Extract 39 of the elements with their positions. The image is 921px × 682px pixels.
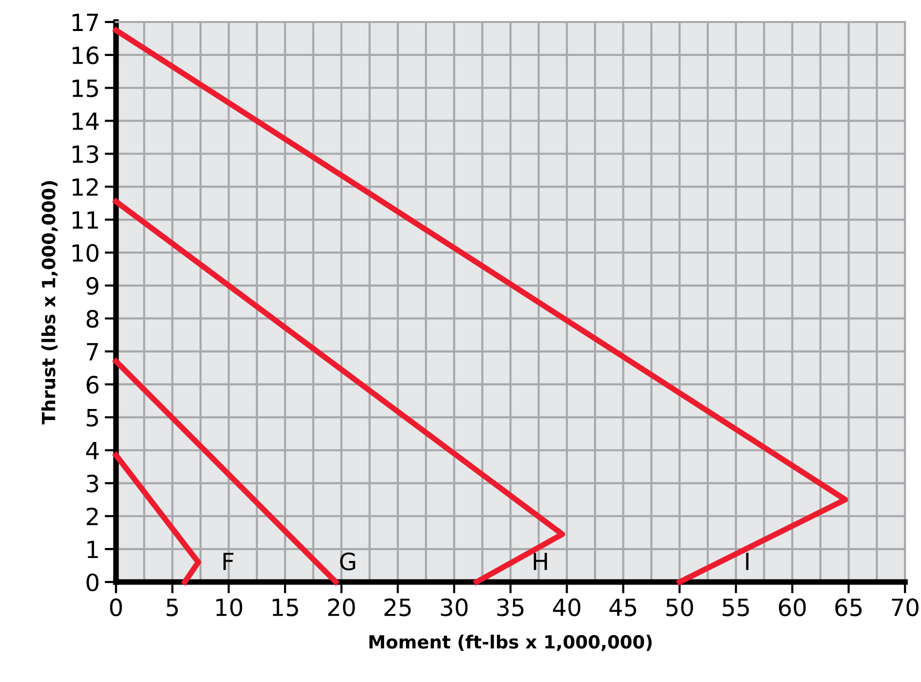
x-tick-label: 30 [440,598,468,616]
y-tick-label: 1 [88,540,98,558]
y-tick-label: 12 [72,178,98,196]
y-tick-label: 16 [72,46,99,64]
y-tick-label: 9 [86,276,98,295]
y-tick-label: 5 [86,409,98,427]
series-label: F [223,552,234,570]
y-tick-label: 4 [86,442,99,460]
x-tick-label: 0 [110,598,122,616]
y-tick-label: 8 [86,310,98,328]
x-tick-label: 10 [216,598,242,616]
series-label: G [340,552,356,570]
x-tick-label: 55 [722,598,749,616]
x-tick-label: 60 [778,598,806,616]
x-tick-label: 5 [166,598,178,616]
y-tick-label: 13 [72,145,98,164]
x-tick-label: 70 [892,598,918,616]
y-tick-label: 14 [72,112,99,130]
x-tick-label: 35 [497,598,524,616]
x-tick-label: 65 [835,598,862,616]
x-tick-label: 25 [384,598,411,616]
y-tick-label: 10 [72,244,98,262]
x-tick-label: 40 [552,598,580,616]
x-tick-label: 45 [609,598,636,616]
x-tick-label: 15 [272,598,298,616]
y-tick-label: 17 [72,14,98,31]
x-tick-label: 20 [328,598,355,616]
series-label: H [534,552,547,570]
y-tick-label: 2 [86,508,98,526]
y-tick-label: 6 [86,376,99,394]
y-tick-label: 7 [86,343,98,360]
y-tick-label: 0 [86,573,98,592]
y-tick-label: 15 [72,80,98,98]
series-label: I [746,552,748,570]
y-tick-label: 3 [86,474,98,492]
y-axis-title: Thrust (lbs x 1,000,000) [41,181,58,424]
x-tick-label: 50 [666,598,694,616]
y-tick-label: 11 [72,211,98,229]
x-axis-title: Moment (ft-lbs x 1,000,000) [369,634,652,651]
